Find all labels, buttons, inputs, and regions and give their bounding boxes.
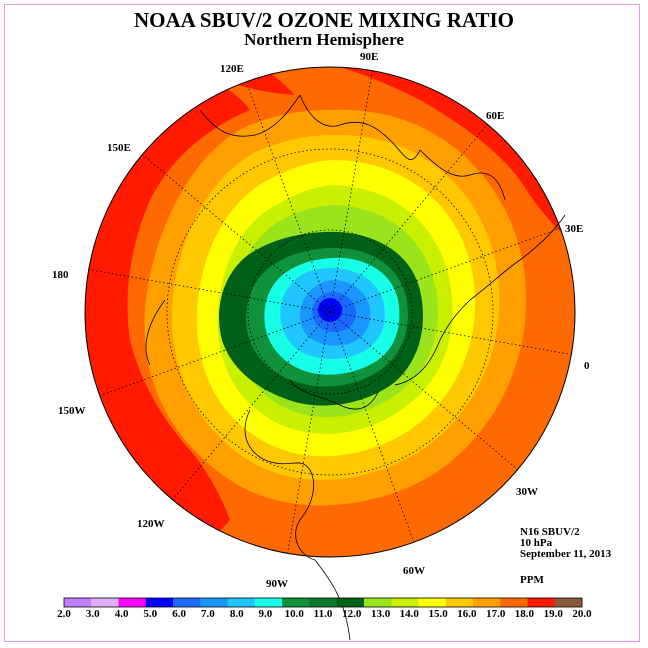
colorbar-tick-label: 11.0	[314, 608, 333, 620]
colorbar-swatch-3	[145, 598, 174, 607]
units-label: PPM	[520, 574, 544, 586]
meridian-5	[142, 154, 331, 313]
figure-frame	[4, 4, 640, 642]
latitude-circle-middle	[166, 148, 494, 476]
lon-label-120e: 120E	[220, 63, 244, 75]
lon-label-90e: 90E	[360, 51, 379, 63]
coastline-asia-east	[199, 94, 301, 137]
colorbar-swatch-15	[472, 598, 501, 607]
colorbar-swatch-0	[64, 598, 92, 607]
colorbar-tick-label: 13.0	[371, 608, 391, 620]
instrument-text: N16 SBUV/2	[520, 526, 580, 538]
lon-label-180: 180	[52, 269, 69, 281]
colorbar-tick-label: 9.0	[259, 608, 273, 620]
colorbar-tick-label: 6.0	[172, 608, 186, 620]
lon-label-30e: 30E	[565, 223, 584, 235]
lon-label-0: 0	[584, 360, 590, 372]
colorbar-swatch-13	[418, 598, 446, 607]
info-block: N16 SBUV/2 10 hPa September 11, 2013	[520, 527, 611, 560]
colorbar-swatch-10	[336, 598, 365, 607]
coastline-asia-north	[299, 94, 421, 160]
coastline-south-america	[314, 559, 351, 641]
latitude-circles	[166, 148, 494, 476]
colorbar-swatch-7	[254, 598, 283, 607]
colorbar-swatch-5	[200, 598, 228, 607]
lon-label-120w: 120W	[137, 518, 165, 530]
lon-label-150e: 150E	[107, 142, 131, 154]
colorbar-swatch-16	[500, 598, 528, 607]
colorbar-tick-label: 14.0	[400, 608, 420, 620]
map-title: NOAA SBUV/2 OZONE MIXING RATIO	[134, 8, 514, 32]
colorbar-tick-label: 2.0	[57, 608, 71, 620]
meridian-1	[329, 227, 561, 313]
lon-label-90w: 90W	[266, 578, 288, 590]
colorbar-tick-label: 17.0	[486, 608, 506, 620]
colorbar-tick-label: 16.0	[457, 608, 477, 620]
colorbar-tick-label: 8.0	[230, 608, 244, 620]
coastline-europe	[469, 214, 566, 301]
meridian-8	[172, 311, 331, 500]
latitude-circle-inner	[247, 229, 413, 395]
meridian-7	[99, 311, 331, 397]
colorbar-tick-label: 20.0	[572, 608, 592, 620]
colorbar-tick-label: 7.0	[201, 608, 215, 620]
meridian-10	[329, 311, 415, 543]
meridian-2	[329, 124, 488, 313]
colorbar-tick-label: 3.0	[86, 608, 100, 620]
meridian-lines	[88, 70, 572, 554]
meridian-6	[88, 269, 331, 313]
map-boundary	[84, 66, 576, 558]
colorbar-swatch-9	[309, 598, 337, 607]
lon-label-60e: 60E	[486, 110, 505, 122]
colorbar-tick-label: 15.0	[428, 608, 448, 620]
colorbar-tick-label: 5.0	[143, 608, 157, 620]
level-text: 10 hPa	[520, 537, 553, 549]
colorbar-swatch-11	[363, 598, 392, 607]
lon-label-150w: 150W	[58, 405, 86, 417]
meridian-0	[329, 311, 572, 355]
colorbar-swatch-4	[173, 598, 201, 607]
coastline-north-america	[244, 409, 316, 561]
colorbar-swatch-17	[527, 598, 556, 607]
colorbar-swatch-14	[445, 598, 474, 607]
coastline-asia-west	[419, 149, 506, 201]
meridian-9	[287, 311, 331, 554]
colorbar-border	[63, 597, 583, 608]
colorbar-tick-label: 12.0	[342, 608, 362, 620]
lon-label-60w: 60W	[403, 565, 425, 577]
meridian-11	[329, 311, 518, 470]
colorbar-tick-label: 10.0	[285, 608, 305, 620]
coastlines	[145, 94, 566, 641]
coastline-alaska	[145, 299, 166, 366]
colorbar-swatch-8	[282, 598, 310, 607]
colorbar-swatch-2	[118, 598, 147, 607]
map-subtitle: Northern Hemisphere	[244, 30, 404, 49]
colorbar-swatch-12	[391, 598, 419, 607]
colorbar-tick-label: 18.0	[515, 608, 535, 620]
coastline-arctic-canada	[289, 379, 379, 410]
colorbar-tick-label: 19.0	[544, 608, 564, 620]
colorbar-swatch-6	[227, 598, 256, 607]
colorbar-tick-label: 4.0	[115, 608, 129, 620]
coastline-greenland	[394, 299, 471, 386]
meridian-3	[329, 70, 373, 313]
band-5-6	[318, 298, 342, 322]
colorbar-swatch-18	[554, 598, 583, 607]
date-text: September 11, 2013	[520, 548, 612, 560]
colorbar-swatch-1	[91, 598, 119, 607]
meridian-4	[245, 81, 331, 313]
lon-label-30w: 30W	[516, 486, 538, 498]
